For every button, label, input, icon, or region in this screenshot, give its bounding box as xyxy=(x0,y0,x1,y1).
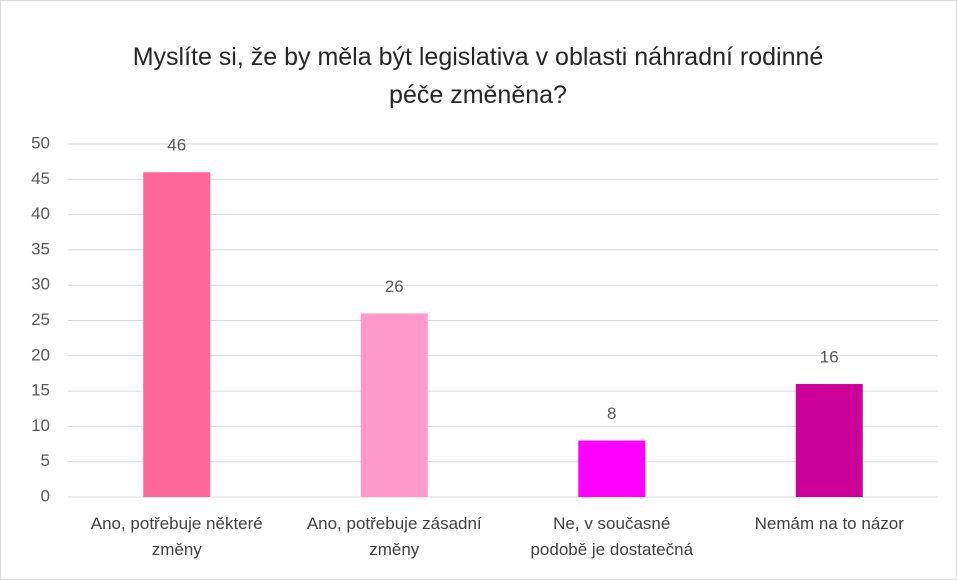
bar xyxy=(578,440,646,497)
x-tick-label: Ano, potřebuje některé změny xyxy=(90,514,263,559)
data-label: 26 xyxy=(385,277,404,296)
y-tick-label: 25 xyxy=(31,310,50,329)
y-tick-label: 10 xyxy=(31,416,50,435)
bar xyxy=(360,313,428,497)
y-tick-label: 15 xyxy=(31,381,50,400)
x-tick-label: Ne, v současné podobě je dostatečná xyxy=(530,514,694,559)
data-label: 46 xyxy=(167,136,186,155)
y-tick-label: 40 xyxy=(31,204,50,223)
data-label: 8 xyxy=(607,404,616,423)
y-tick-label: 0 xyxy=(41,486,50,505)
chart-title: Myslíte si, že by měla být legislativa v… xyxy=(132,43,824,109)
y-tick-label: 45 xyxy=(31,169,50,188)
bar xyxy=(795,384,863,497)
data-label: 16 xyxy=(820,348,839,367)
bar xyxy=(143,172,211,498)
x-tick-label: Nemám na to názor xyxy=(754,514,904,533)
y-tick-label: 30 xyxy=(31,275,50,294)
y-tick-label: 50 xyxy=(31,133,50,152)
x-tick-label: Ano, potřebuje zásadní změny xyxy=(306,514,482,559)
y-tick-label: 5 xyxy=(41,451,50,470)
y-tick-label: 35 xyxy=(31,239,50,258)
y-tick-label: 20 xyxy=(31,345,50,364)
